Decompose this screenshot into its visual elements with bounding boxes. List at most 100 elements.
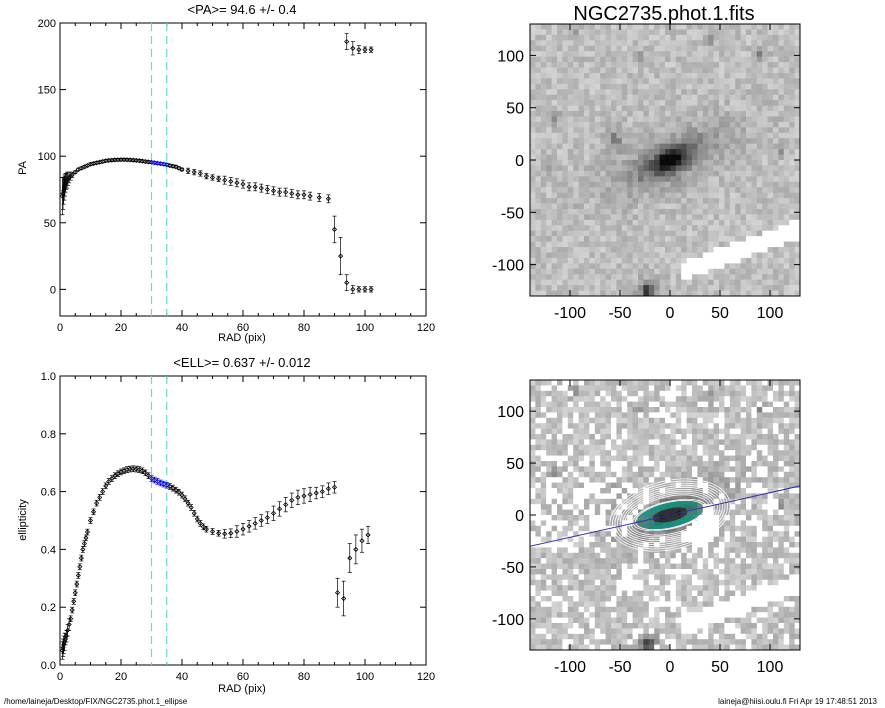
galaxy-pixel	[567, 67, 574, 74]
galaxy-pixel	[681, 100, 687, 106]
masked-pixel	[594, 504, 601, 510]
masked-pixel	[616, 434, 623, 440]
galaxy-pixel	[638, 160, 644, 166]
galaxy-pixel	[605, 45, 612, 52]
galaxy-pixel	[789, 252, 795, 259]
galaxy-pixel	[567, 203, 574, 210]
masked-pixel	[594, 552, 601, 559]
galaxy-pixel	[702, 154, 709, 161]
masked-pixel	[724, 444, 731, 451]
galaxy-pixel	[719, 263, 725, 270]
galaxy-pixel	[611, 219, 617, 226]
masked-pixel	[697, 412, 704, 419]
galaxy-pixel	[794, 225, 800, 232]
masked-pixel	[600, 466, 606, 473]
galaxy-pixel	[708, 62, 714, 68]
galaxy-image-pixels	[530, 24, 800, 296]
galaxy-pixel	[600, 89, 606, 96]
galaxy-pixel	[540, 94, 547, 101]
masked-pixel	[648, 407, 655, 413]
galaxy-pixel	[611, 160, 617, 166]
masked-pixel	[735, 407, 741, 413]
masked-pixel	[794, 461, 800, 467]
galaxy-pixel	[773, 127, 779, 134]
masked-pixel	[751, 547, 758, 554]
masked-pixel	[578, 428, 585, 435]
galaxy-pixel	[632, 274, 639, 281]
masked-pixel	[546, 428, 552, 435]
masked-pixel	[708, 390, 714, 397]
masked-pixel	[578, 439, 585, 446]
galaxy-pixel	[627, 279, 633, 286]
masked-pixel	[762, 385, 768, 392]
galaxy-pixel	[692, 203, 698, 210]
galaxy-pixel	[546, 268, 552, 275]
masked-pixel	[670, 466, 677, 473]
masked-pixel	[578, 417, 585, 424]
masked-pixel	[719, 471, 725, 478]
masked-pixel	[702, 434, 709, 440]
masked-pixel	[692, 466, 698, 473]
galaxy-pixel	[632, 263, 639, 270]
galaxy-pixel	[659, 116, 666, 123]
galaxy-pixel	[546, 160, 552, 166]
galaxy-pixel	[789, 111, 795, 117]
masked-pixel	[643, 471, 650, 478]
galaxy-pixel	[638, 198, 644, 204]
galaxy-pixel	[584, 252, 590, 259]
galaxy-pixel	[573, 34, 579, 41]
galaxy-pixel	[794, 121, 800, 128]
masked-pixel	[584, 461, 590, 467]
galaxy-pixel	[567, 83, 574, 90]
galaxy-pixel	[573, 67, 579, 74]
galaxy-pixel	[675, 268, 682, 275]
galaxy-pixel	[789, 138, 795, 145]
masked-pixel	[540, 515, 547, 521]
galaxy-pixel	[670, 165, 677, 172]
masked-pixel	[632, 542, 639, 548]
galaxy-pixel	[740, 149, 747, 155]
galaxy-pixel	[616, 62, 623, 68]
galaxy-pixel	[697, 176, 704, 183]
masked-pixel	[600, 417, 606, 424]
galaxy-pixel	[719, 111, 725, 117]
masked-pixel	[681, 417, 687, 424]
galaxy-pixel	[616, 29, 623, 36]
galaxy-pixel	[632, 138, 639, 145]
galaxy-pixel	[751, 203, 758, 210]
masked-pixel	[713, 380, 720, 386]
masked-pixel	[751, 434, 758, 440]
galaxy-pixel	[794, 143, 800, 150]
galaxy-pixel	[616, 149, 623, 155]
galaxy-pixel	[535, 252, 542, 259]
masked-pixel	[557, 525, 563, 532]
galaxy-pixel	[594, 51, 601, 58]
galaxy-pixel	[665, 138, 671, 145]
galaxy-pixel	[724, 56, 731, 63]
masked-pixel	[773, 525, 779, 532]
masked-pixel	[551, 552, 558, 559]
masked-pixel	[756, 396, 763, 402]
pa-point	[362, 286, 368, 292]
galaxy-pixel	[567, 143, 574, 150]
galaxy-pixel	[600, 203, 606, 210]
masked-pixel	[724, 450, 731, 456]
masked-pixel	[573, 520, 579, 527]
galaxy-pixel	[530, 29, 536, 36]
galaxy-pixel	[670, 56, 677, 63]
galaxy-pixel	[794, 285, 800, 291]
masked-pixel	[648, 401, 655, 408]
masked-pixel	[778, 444, 785, 451]
ell-point	[191, 510, 197, 516]
image-ytick-label: 100	[497, 48, 524, 65]
galaxy-pixel	[594, 89, 601, 96]
masked-pixel	[708, 434, 714, 440]
galaxy-pixel	[578, 285, 585, 291]
masked-pixel	[740, 509, 747, 516]
galaxy-pixel	[540, 230, 547, 237]
galaxy-pixel	[729, 160, 736, 166]
masked-pixel	[773, 471, 779, 478]
masked-pixel	[762, 407, 768, 413]
galaxy-pixel	[616, 290, 623, 296]
masked-pixel	[740, 525, 747, 532]
